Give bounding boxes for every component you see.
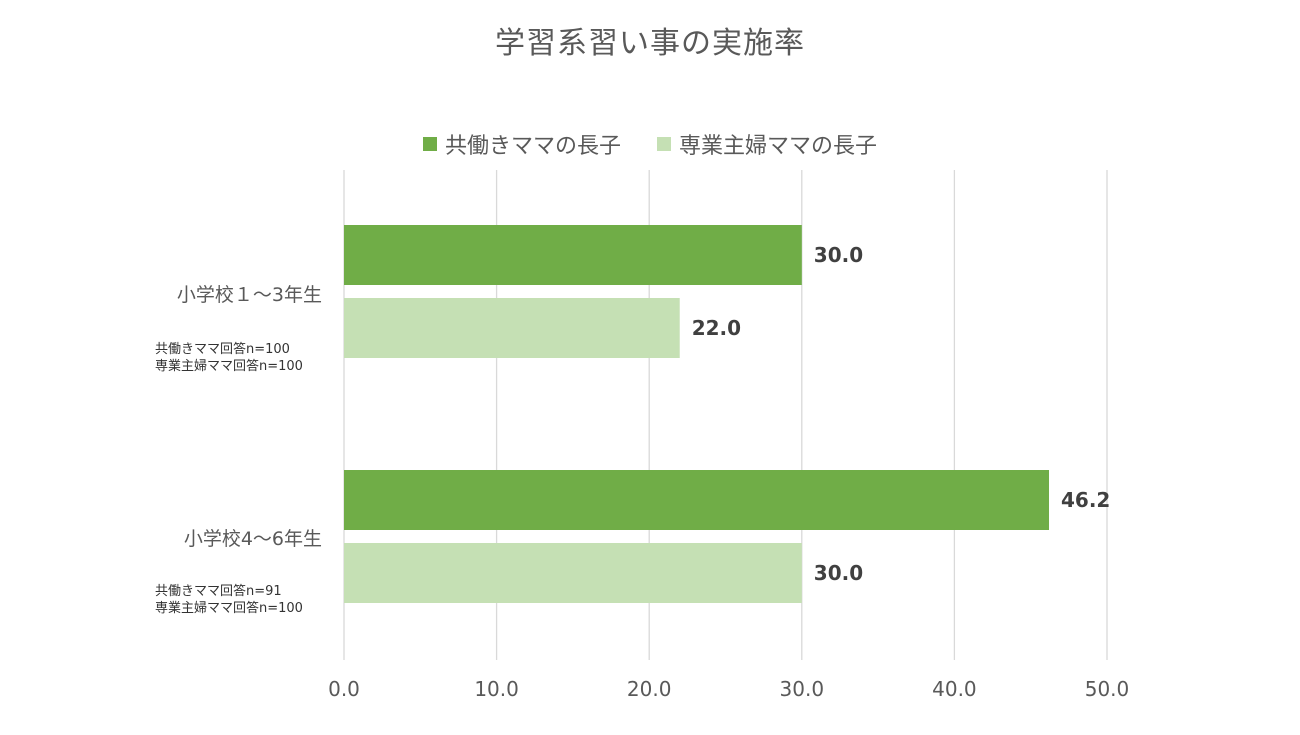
legend-item-working-mom: 共働きママの長子 (422, 128, 621, 160)
sample-note-housewife-grades-4-6: 専業主婦ママ回答n=100 (155, 601, 303, 616)
data-label: 46.2 (1061, 488, 1110, 512)
x-tick-label: 50.0 (1085, 677, 1130, 701)
sample-note-working-grades-4-6: 共働きママ回答n=91 (155, 584, 282, 599)
data-label: 30.0 (814, 561, 863, 585)
chart-title: 学習系習い事の実施率 (495, 26, 805, 61)
legend-swatch-working-mom (422, 137, 437, 151)
data-label: 22.0 (692, 316, 741, 340)
sample-note-housewife-grades-1-3: 専業主婦ママ回答n=100 (155, 359, 303, 374)
legend: 共働きママの長子 専業主婦ママの長子 (0, 128, 1300, 160)
sample-note-working-grades-1-3: 共働きママ回答n=100 (155, 342, 290, 357)
bar (344, 298, 680, 358)
category-label-grades-4-6: 小学校4～6年生 (183, 528, 322, 550)
bar (344, 470, 1050, 530)
x-tick-label: 30.0 (780, 677, 825, 701)
x-tick-label: 40.0 (932, 677, 977, 701)
x-tick-label: 0.0 (328, 677, 360, 701)
bar (344, 225, 802, 285)
category-label-grades-1-3: 小学校１～3年生 (176, 284, 322, 306)
x-tick-label: 10.0 (474, 677, 519, 701)
bar (344, 543, 802, 603)
data-label: 30.0 (814, 243, 863, 267)
legend-label-housewife-mom: 専業主婦ママの長子 (679, 134, 878, 159)
legend-swatch-housewife-mom (657, 137, 671, 151)
legend-item-housewife-mom: 専業主婦ママの長子 (657, 128, 877, 160)
legend-label-working-mom: 共働きママの長子 (444, 134, 621, 159)
x-tick-label: 20.0 (627, 677, 672, 701)
